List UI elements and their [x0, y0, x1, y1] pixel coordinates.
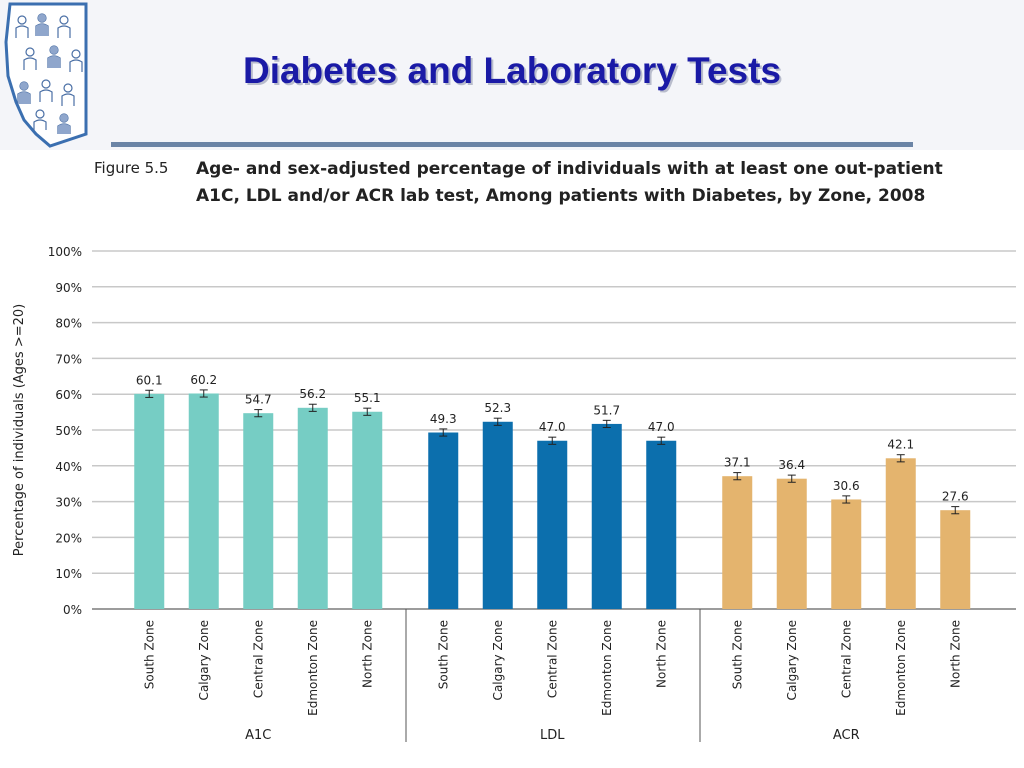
- bar-a1c-2: [188, 393, 219, 609]
- category-label: Edmonton Zone: [600, 620, 614, 716]
- slide-header: Diabetes and Laboratory Tests: [0, 0, 1024, 150]
- category-label: Central Zone: [251, 620, 265, 698]
- y-axis-label: Percentage of individuals (Ages >=20): [12, 304, 27, 556]
- figure-title-line-2: A1C, LDL and/or ACR lab test, Among pati…: [196, 186, 926, 206]
- category-label: Calgary Zone: [197, 620, 211, 700]
- group-label-a1c: A1C: [245, 728, 271, 743]
- data-label: 60.2: [190, 373, 217, 387]
- data-label: 47.0: [539, 420, 566, 434]
- y-tick-label: 30%: [55, 496, 82, 510]
- bar-ldl-3: [537, 440, 568, 609]
- people-map-logo: [4, 2, 88, 148]
- y-tick-label: 0%: [63, 603, 82, 617]
- bar-ldl-1: [428, 432, 459, 609]
- data-label: 55.1: [354, 391, 381, 405]
- bar-acr-5: [940, 510, 971, 609]
- figure-label: Figure 5.5: [94, 159, 169, 177]
- bar-acr-4: [885, 458, 916, 609]
- y-tick-label: 10%: [55, 567, 82, 581]
- category-label: Calgary Zone: [491, 620, 505, 700]
- group-label-acr: ACR: [833, 728, 860, 743]
- bar-acr-3: [831, 499, 862, 609]
- bar-a1c-4: [297, 407, 328, 609]
- bar-a1c-5: [352, 411, 383, 609]
- data-label: 49.3: [430, 412, 457, 426]
- bar-ldl-4: [591, 423, 622, 609]
- bar-ldl-2: [482, 421, 513, 609]
- y-tick-label: 70%: [55, 352, 82, 366]
- data-label: 37.1: [724, 456, 751, 470]
- y-tick-label: 40%: [55, 460, 82, 474]
- category-label: North Zone: [948, 620, 962, 688]
- y-tick-label: 90%: [55, 281, 82, 295]
- y-tick-label: 60%: [55, 388, 82, 402]
- data-label: 36.4: [778, 458, 805, 472]
- data-label: 47.0: [648, 420, 675, 434]
- data-label: 51.7: [593, 403, 620, 417]
- category-label: North Zone: [360, 620, 374, 688]
- bar-acr-1: [722, 476, 753, 609]
- figure-title: Age- and sex-adjusted percentage of indi…: [196, 156, 943, 210]
- data-label: 30.6: [833, 479, 860, 493]
- slide-title: Diabetes and Laboratory Tests: [242, 50, 782, 91]
- data-label: 52.3: [484, 401, 511, 415]
- y-tick-label: 100%: [48, 245, 82, 259]
- y-tick-label: 20%: [55, 531, 82, 545]
- title-divider: [111, 142, 913, 147]
- category-label: Edmonton Zone: [306, 620, 320, 716]
- bar-chart: 0% 10% 20% 30% 40% 50% 60% 70% 80% 90% 100% Percent…: [12, 245, 1016, 743]
- category-label: South Zone: [730, 620, 744, 689]
- category-label: South Zone: [142, 620, 156, 689]
- category-label: Calgary Zone: [785, 620, 799, 700]
- category-label: North Zone: [654, 620, 668, 688]
- bar-a1c-1: [134, 393, 165, 609]
- data-label: 54.7: [245, 393, 272, 407]
- data-label: 27.6: [942, 490, 969, 504]
- category-label: Central Zone: [545, 620, 559, 698]
- bar-a1c-3: [243, 413, 274, 609]
- category-label: Central Zone: [839, 620, 853, 698]
- group-label-ldl: LDL: [540, 728, 565, 743]
- bar-acr-2: [776, 478, 807, 609]
- bar-ldl-5: [646, 440, 677, 609]
- y-tick-label: 80%: [55, 317, 82, 331]
- data-label: 60.1: [136, 373, 163, 387]
- category-label: Edmonton Zone: [894, 620, 908, 716]
- figure-title-line-1: Age- and sex-adjusted percentage of indi…: [196, 159, 943, 179]
- y-tick-label: 50%: [55, 424, 82, 438]
- data-label: 42.1: [887, 438, 914, 452]
- data-label: 56.2: [299, 387, 326, 401]
- category-label: South Zone: [436, 620, 450, 689]
